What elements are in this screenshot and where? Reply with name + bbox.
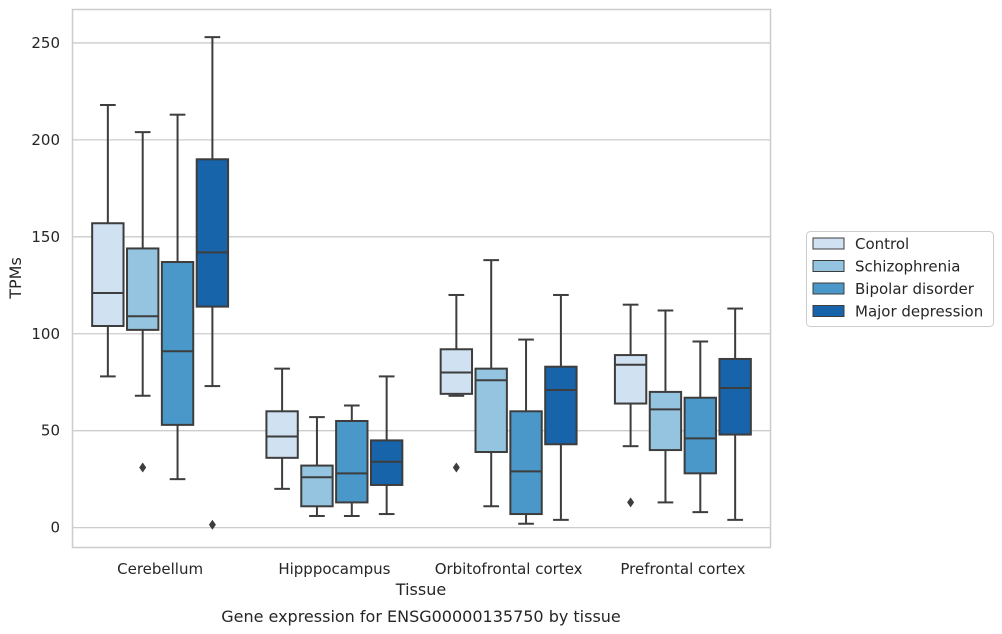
plot-frame xyxy=(71,8,772,549)
iqr-box xyxy=(544,365,578,446)
legend-swatch xyxy=(812,260,845,272)
box-2-0 xyxy=(439,293,474,473)
box-2-1 xyxy=(474,259,508,508)
iqr-box xyxy=(126,247,160,331)
iqr-box xyxy=(648,390,683,452)
iqr-box xyxy=(683,396,717,475)
y-axis-ticks: 0 50 100 150 200 250 xyxy=(31,34,60,537)
y-axis-label: TPMs xyxy=(6,257,25,300)
box-1-1 xyxy=(300,416,334,517)
box-2-3 xyxy=(544,293,578,521)
legend: Control Schizophrenia Bipolar disorder Majo… xyxy=(806,231,994,327)
x-axis-ticks: Cerebellum Hipppocampus Orbitofrontal cort… xyxy=(117,560,745,578)
chart-title: Gene expression for ENSG00000135750 by t… xyxy=(221,607,621,626)
legend-swatch xyxy=(812,237,845,250)
y-tick-label: 150 xyxy=(31,228,60,246)
box-1-0 xyxy=(265,367,299,490)
iqr-box xyxy=(335,419,369,504)
legend-label: Schizophrenia xyxy=(855,258,960,276)
y-tick-label: 100 xyxy=(31,325,60,343)
box-3-3 xyxy=(718,307,752,521)
iqr-box xyxy=(718,357,752,436)
legend-swatch xyxy=(812,282,845,295)
legend-label: Control xyxy=(855,235,909,253)
box-3-2 xyxy=(683,340,717,514)
box-1-2 xyxy=(335,404,369,517)
box-plot-area xyxy=(91,36,752,530)
x-axis-label: Tissue xyxy=(395,580,446,599)
x-tick-label: Hipppocampus xyxy=(278,560,390,578)
box-2-2 xyxy=(509,338,543,525)
iqr-box xyxy=(300,464,334,508)
legend-label: Bipolar disorder xyxy=(855,280,975,298)
iqr-box xyxy=(195,158,230,308)
box-1-3 xyxy=(369,375,404,516)
legend-frame xyxy=(806,231,994,327)
iqr-box xyxy=(265,410,299,459)
outlier-point xyxy=(452,462,460,473)
box-0-2 xyxy=(160,113,195,481)
y-tick-label: 200 xyxy=(31,131,60,149)
y-tick-label: 250 xyxy=(31,34,60,52)
x-tick-label: Prefrontal cortex xyxy=(620,560,745,578)
iqr-box xyxy=(91,222,125,327)
y-tick-label: 0 xyxy=(50,519,60,537)
legend-label: Major depression xyxy=(855,303,983,321)
box-3-1 xyxy=(648,309,683,504)
iqr-box xyxy=(509,410,543,516)
x-tick-label: Cerebellum xyxy=(117,560,203,578)
box-0-1 xyxy=(126,131,160,473)
outlier-point xyxy=(139,462,147,473)
iqr-box xyxy=(474,367,508,454)
iqr-box xyxy=(160,261,195,426)
box-3-0 xyxy=(613,303,648,508)
iqr-box xyxy=(613,354,648,405)
y-tick-label: 50 xyxy=(41,422,60,440)
box-0-0 xyxy=(91,103,125,378)
x-tick-label: Orbitofrontal cortex xyxy=(435,560,583,578)
outlier-point xyxy=(627,497,635,508)
outlier-point xyxy=(208,519,216,530)
box-0-3 xyxy=(195,36,230,530)
legend-swatch xyxy=(812,305,845,317)
